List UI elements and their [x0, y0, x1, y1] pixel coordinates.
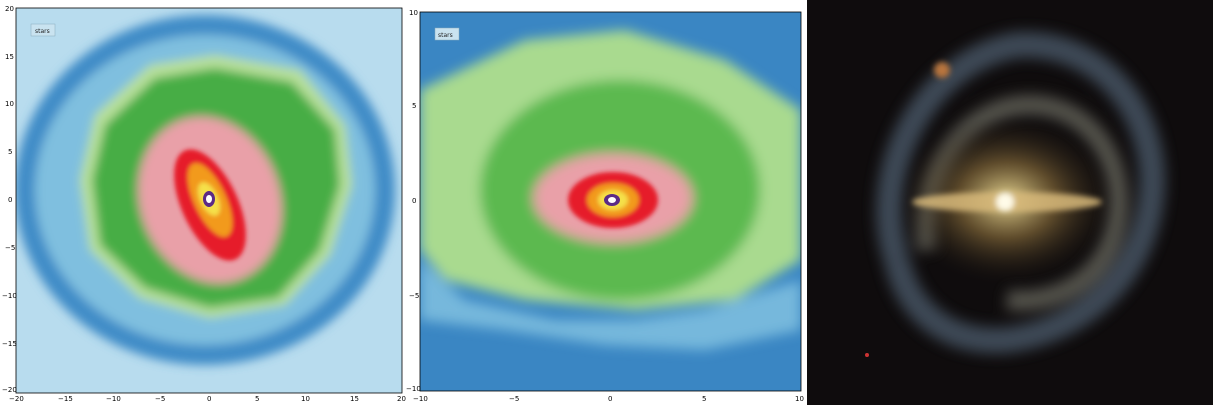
- y-tick: 15: [5, 53, 14, 61]
- y-tick: 5: [412, 102, 416, 110]
- y-tick: −5: [409, 292, 419, 300]
- y-tick: 10: [5, 100, 14, 108]
- x-tick: 10: [301, 395, 310, 403]
- y-tick: −15: [2, 340, 17, 348]
- companion-spot: [934, 62, 950, 78]
- galaxy-core: [996, 193, 1014, 211]
- x-tick: −5: [509, 395, 519, 403]
- y-tick: 20: [5, 5, 14, 13]
- x-tick: −5: [155, 395, 165, 403]
- y-tick: 0: [412, 197, 416, 205]
- density-map-left: stars −20 −15 −10 −5 0 5 10 15 20 20 15 …: [2, 5, 406, 403]
- y-tick: −10: [2, 292, 17, 300]
- y-tick-labels: 10 5 0 −5 −10: [406, 9, 421, 393]
- y-tick: 0: [8, 196, 12, 204]
- density-map-middle: stars −10 −5 0 5 10 10 5 0 −5 −10: [406, 9, 804, 403]
- x-tick: 0: [608, 395, 612, 403]
- x-tick: −10: [413, 395, 428, 403]
- x-tick: −15: [58, 395, 73, 403]
- x-tick: 15: [350, 395, 359, 403]
- x-tick: −20: [9, 395, 24, 403]
- legend-box: [434, 27, 460, 41]
- y-tick: −10: [406, 385, 421, 393]
- spiral-arm-outer: [876, 31, 1166, 354]
- legend-label: stars: [35, 28, 50, 35]
- y-tick: −5: [5, 244, 15, 252]
- y-tick: −20: [2, 386, 17, 394]
- x-tick-labels: −20 −15 −10 −5 0 5 10 15 20: [9, 395, 406, 403]
- x-tick: 5: [702, 395, 706, 403]
- x-tick: 5: [255, 395, 259, 403]
- x-tick: 10: [795, 395, 804, 403]
- y-tick: 5: [8, 148, 12, 156]
- y-tick-labels: 20 15 10 5 0 −5 −10 −15 −20: [2, 5, 17, 394]
- x-tick: −10: [106, 395, 121, 403]
- x-tick: 20: [397, 395, 406, 403]
- x-tick: 0: [207, 395, 211, 403]
- legend-box: [30, 23, 56, 37]
- legend-label: stars: [438, 32, 453, 39]
- galaxy-photo: [807, 0, 1213, 405]
- y-tick: 10: [409, 9, 418, 17]
- x-tick-labels: −10 −5 0 5 10: [413, 395, 804, 403]
